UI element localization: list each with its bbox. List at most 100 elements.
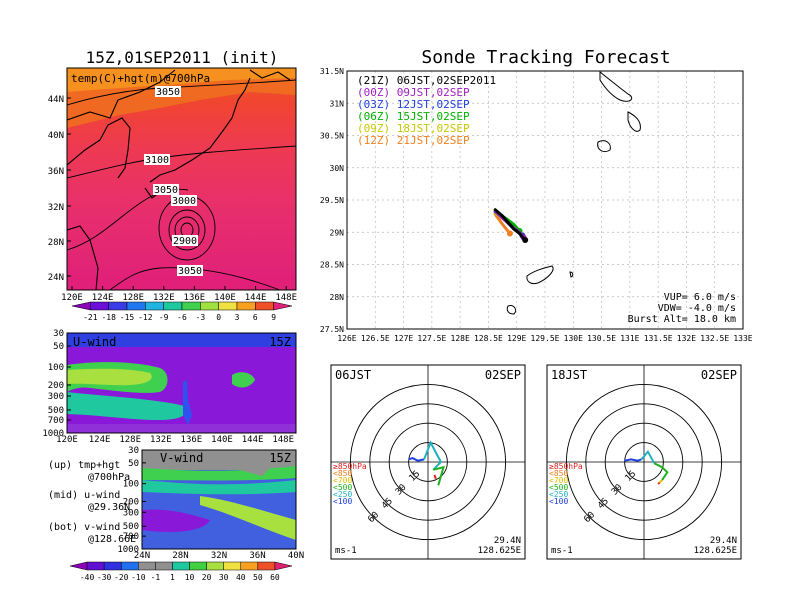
- temp-colorbar-swatch: [145, 301, 164, 311]
- vwind-time: 15Z: [269, 451, 291, 465]
- map-lat-label: 36N: [48, 167, 64, 177]
- hodo-level-label: <250: [333, 490, 352, 499]
- track-grid: [347, 71, 743, 329]
- vwind-p-label: 500: [123, 522, 139, 532]
- uwind-p-label: 50: [53, 342, 64, 352]
- uwind-lime-1: [67, 368, 152, 386]
- wind-colorbar-label: 60: [270, 573, 280, 582]
- vwind-lat-label: 36N: [249, 551, 265, 561]
- track-lon-label: 129E: [507, 334, 526, 343]
- uwind-green-2: [232, 372, 255, 388]
- wind-colorbar-swatch: [86, 561, 105, 571]
- track-legend-entry: (21Z) 06JST,02SEP2011: [357, 74, 496, 87]
- hodo-time: 06JST: [335, 368, 371, 382]
- wind-colorbar-label: 50: [253, 573, 263, 582]
- hodo-lon: 128.625E: [694, 546, 737, 556]
- track-frame: [346, 70, 744, 330]
- track-legend-entry: (06Z) 15JST,02SEP: [357, 110, 470, 123]
- hodo-lat: 29.4N: [494, 536, 521, 546]
- map-lat-label: 44N: [48, 95, 64, 105]
- vwind-label: V-wind: [160, 451, 203, 465]
- track-endpoint: [522, 236, 529, 243]
- contour-label: 3000: [172, 196, 196, 207]
- track-lat-label: 30.5N: [320, 132, 344, 141]
- track-param: VUP= 6.0 m/s: [664, 292, 736, 303]
- temp-colorbar-label: -18: [101, 313, 116, 322]
- temp-colorbar-swatch: [218, 301, 238, 311]
- right-title: Sonde Tracking Forecast: [421, 47, 670, 68]
- map-lon-label: 124E: [92, 293, 114, 303]
- uwind-bottom: [67, 424, 296, 433]
- map-lon-label: 132E: [153, 293, 175, 303]
- wind-colorbar-label: 20: [202, 573, 212, 582]
- temp-colorbar-ticks: -21 -18 -15 -12 -9 -6 -3 0 3 6 9: [83, 313, 276, 322]
- track-legend-entry: (09Z) 18JST,02SEP: [357, 122, 470, 135]
- uwind-top-band: [67, 333, 296, 347]
- temp-colorbar-swatch: [236, 301, 256, 311]
- wind-colorbar-label: 10: [185, 573, 195, 582]
- hodo-lat: 29.4N: [710, 536, 737, 546]
- track-legend-entry: (00Z) 09JST,02SEP: [357, 86, 470, 99]
- contour-label-bg: [177, 265, 203, 276]
- uwind-p-label: 30: [53, 329, 64, 339]
- track-lon-label: 127.5E: [417, 334, 446, 343]
- map-lon-ticks: 120E 124E 128E 132E 136E 140E 144E 148E: [61, 286, 297, 303]
- hodo-trace: [658, 479, 663, 484]
- track-lat-label: 28.5N: [320, 261, 344, 270]
- uwind-teal-1: [67, 392, 187, 420]
- wind-colorbar-swatch: [138, 561, 156, 571]
- hodo-trace: [640, 449, 656, 464]
- wind-colorbar-label: 1: [170, 573, 175, 582]
- contour-label: 3100: [145, 155, 169, 166]
- hodo-ring: [624, 442, 664, 482]
- hodo-level-label: <700: [333, 476, 352, 485]
- map-lon-label: 120E: [61, 293, 83, 303]
- contour-3050-south: [109, 267, 281, 290]
- contour-label-bg: [155, 86, 181, 97]
- uwind-label: U-wind: [73, 335, 116, 349]
- wind-colorbar-swatch: [223, 561, 242, 571]
- map-lon-label: 140E: [214, 293, 236, 303]
- track-legend-entry: (03Z) 12JST,02SEP: [357, 98, 470, 111]
- coast-continent: [67, 69, 176, 121]
- uwind-p-label: 200: [48, 381, 64, 391]
- hodo-level-label: ≥850hPa: [333, 462, 367, 471]
- wind-colorbar-label: -40: [80, 573, 95, 582]
- track-lon-label: 126E: [337, 334, 356, 343]
- hodo-unit: ms-1: [551, 546, 573, 556]
- hodo-inner: [547, 365, 741, 559]
- map-field-label: temp(C)+hgt(m)@700hPa: [71, 72, 210, 85]
- contour-inner-1: [168, 209, 206, 251]
- hodo-inner: [331, 365, 525, 559]
- track-line: [493, 208, 527, 242]
- temp-colorbar-swatch: [126, 301, 146, 311]
- temp-colorbar-swatch: [255, 301, 274, 311]
- hodo-ring: [388, 422, 468, 502]
- map-lon-label: 144E: [245, 293, 267, 303]
- track-lat-label: 28N: [330, 293, 345, 302]
- contour-label: 3050: [154, 185, 178, 196]
- uwind-blue-streak: [183, 380, 192, 425]
- coast-korea: [67, 117, 131, 179]
- temp-colorbar-swatch: [90, 301, 109, 311]
- vwind-p-label: 50: [128, 459, 139, 469]
- left-title: 15Z,01SEP2011 (init): [86, 48, 279, 67]
- track-line: [493, 212, 512, 235]
- temp-colorbar-swatch: [108, 301, 128, 311]
- track-lon-label: 129.5E: [531, 334, 560, 343]
- left-legend-line: @29.36N: [88, 502, 130, 513]
- map-lat-label: 40N: [48, 131, 64, 141]
- temp-colorbar-label: 0: [216, 313, 221, 322]
- wind-colorbar-swatch: [103, 561, 122, 571]
- track-lon-label: 127E: [394, 334, 413, 343]
- warm-band-far-north: [67, 68, 296, 92]
- uwind-lon-label: 120E: [56, 435, 78, 445]
- hodo-level-label: ≥850hPa: [549, 462, 583, 471]
- wind-colorbar-swatch: [189, 561, 207, 571]
- temp-colorbar-label: -12: [138, 313, 153, 322]
- track-lon-label: 130.5E: [587, 334, 616, 343]
